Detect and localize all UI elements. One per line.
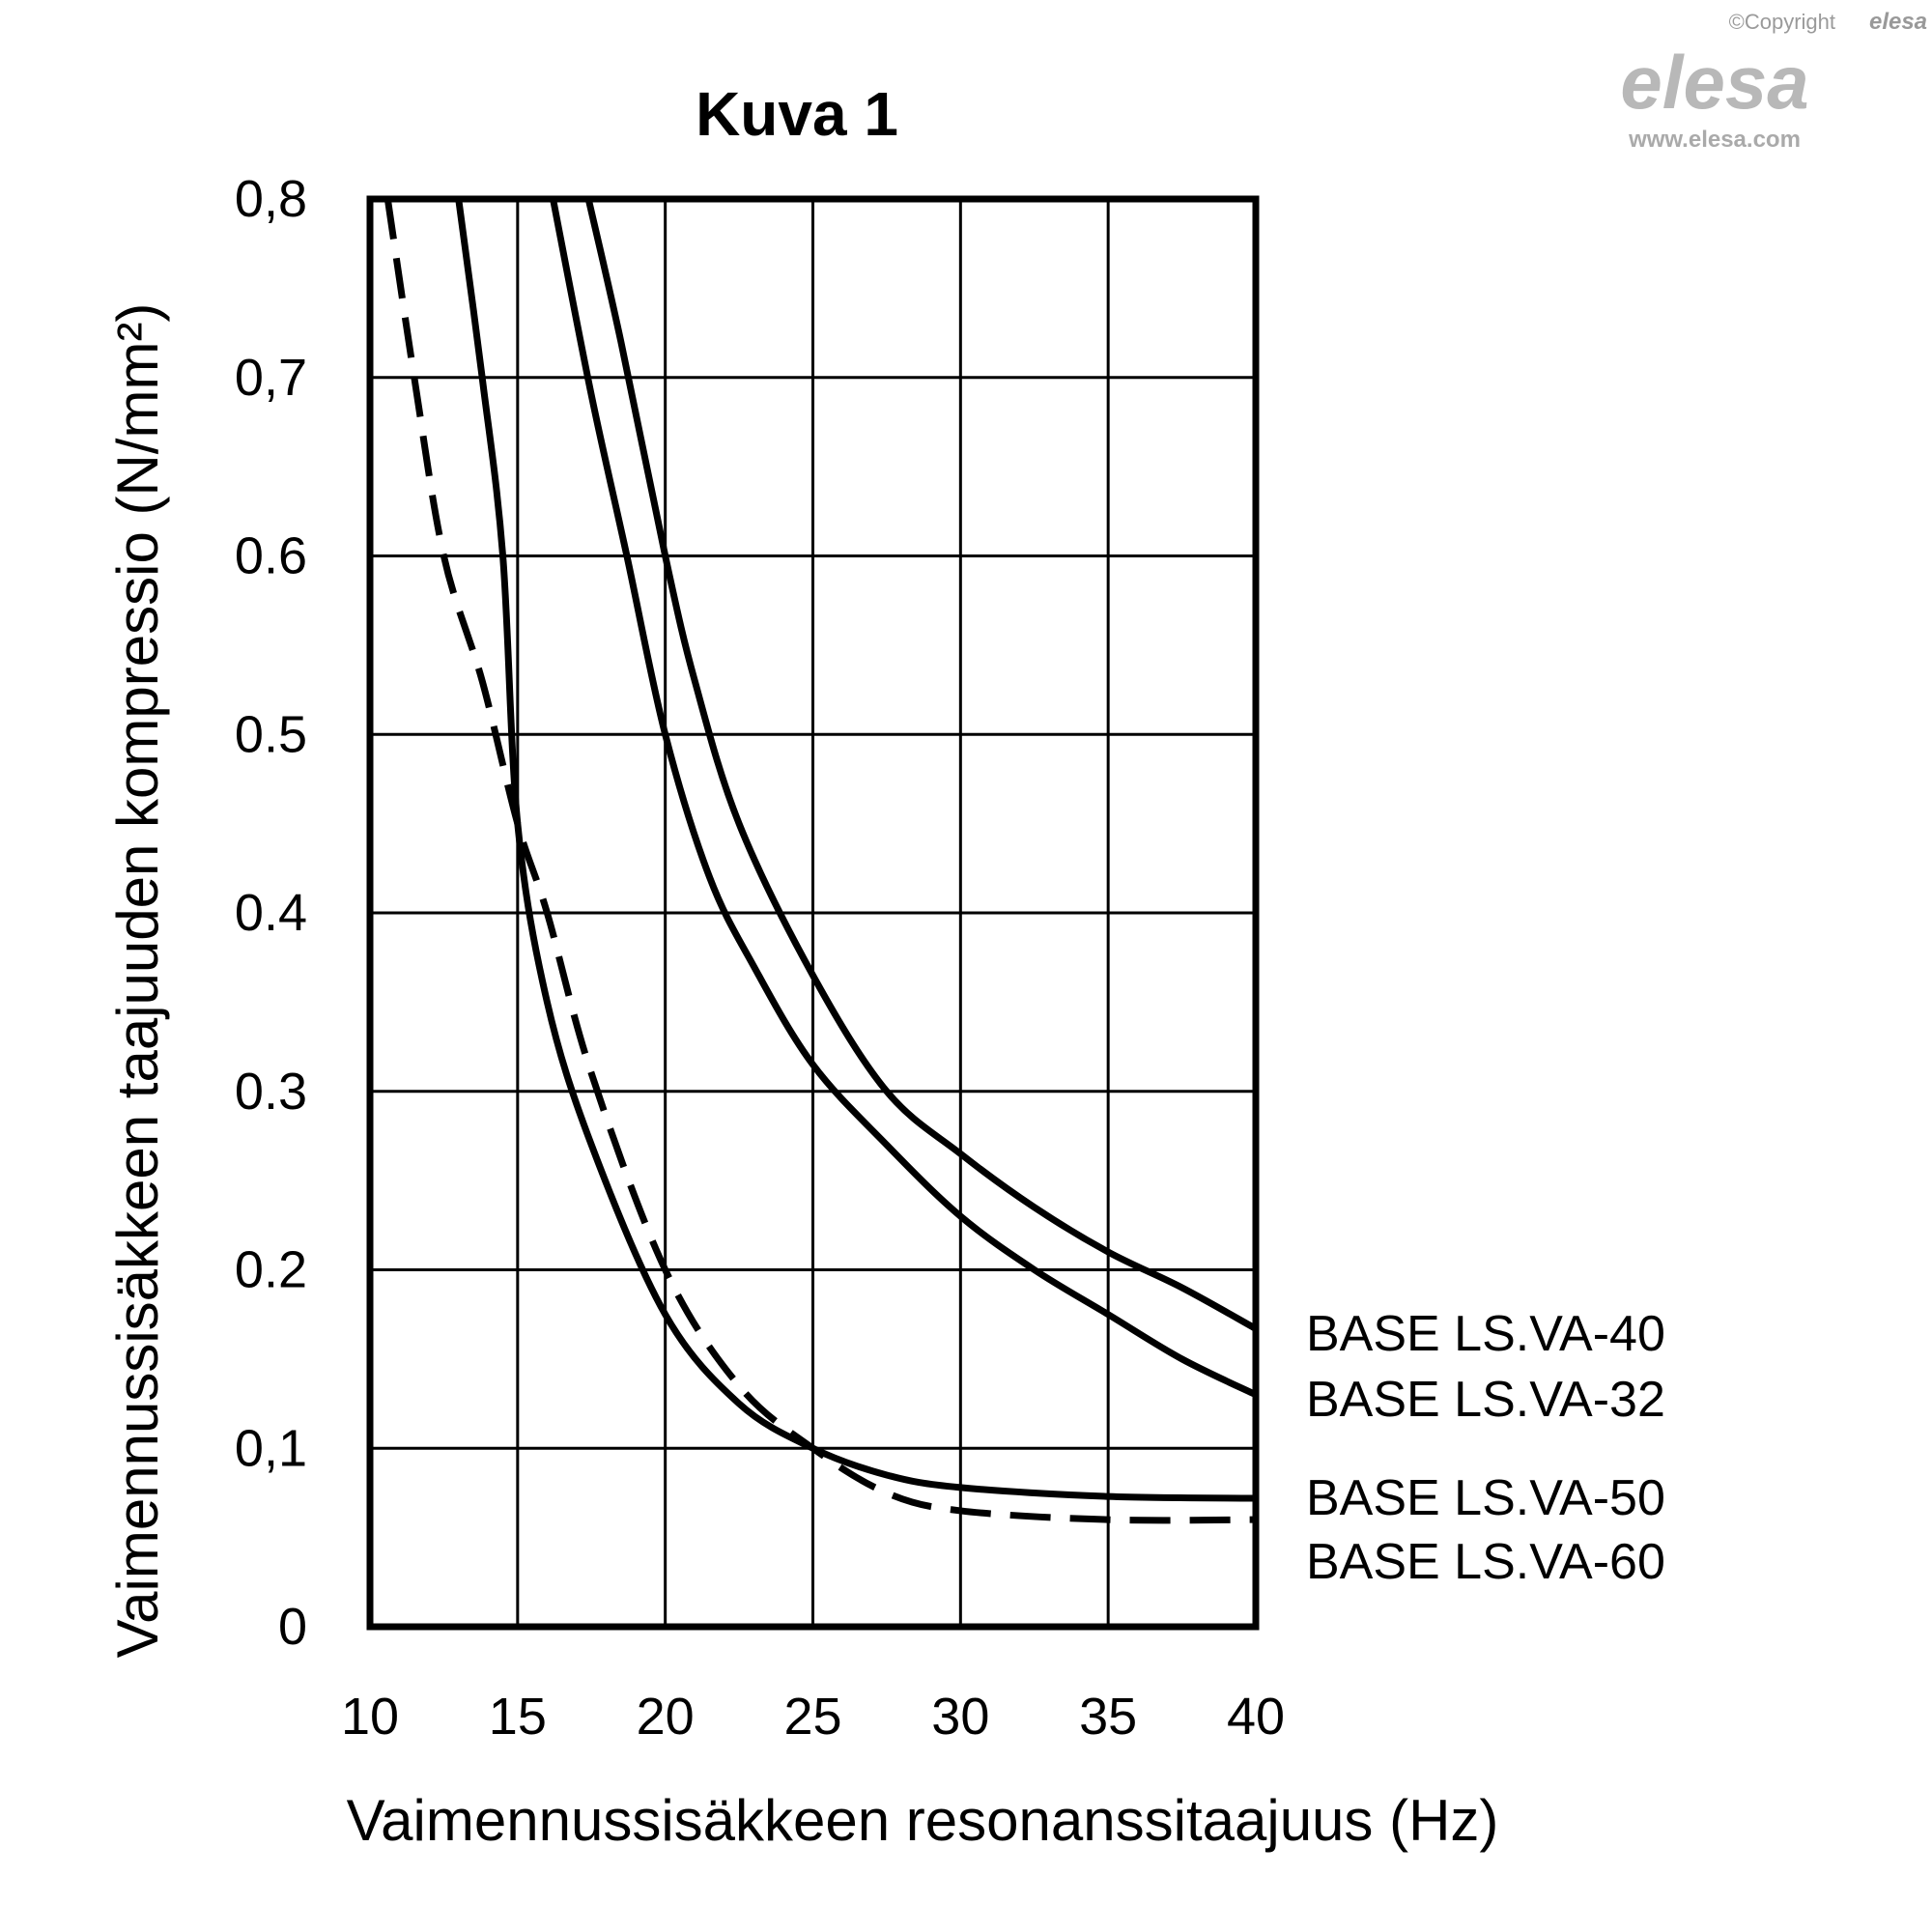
series-labels: BASE LS.VA-40 BASE LS.VA-32 BASE LS.VA-50 B… — [1306, 1306, 1665, 1590]
x-axis-label: Vaimennussisäkkeen resonanssitaajuus (Hz… — [347, 1788, 1499, 1853]
y-tick-label-5: 0.5 — [235, 705, 307, 763]
series-label-4: BASE LS.VA-60 — [1306, 1534, 1665, 1590]
y-tick-label-0: 0 — [278, 1598, 307, 1656]
series-label-1: BASE LS.VA-40 — [1306, 1306, 1665, 1362]
series-line-1 — [584, 198, 1258, 1332]
y-tick-label-1: 0,1 — [235, 1419, 307, 1477]
y-tick-label-7: 0,7 — [235, 349, 307, 407]
y-tick-label-2: 0.2 — [235, 1241, 307, 1299]
y-tick-label-4: 0.4 — [235, 884, 307, 942]
series-line-2 — [550, 198, 1258, 1398]
y-tick-label-3: 0.3 — [235, 1063, 307, 1121]
watermark-url: www.elesa.com — [1628, 127, 1801, 153]
series-label-2: BASE LS.VA-32 — [1306, 1372, 1665, 1428]
y-tick-label-8: 0,8 — [235, 170, 307, 228]
x-tick-label-4: 30 — [931, 1688, 989, 1746]
series-lines — [384, 198, 1258, 1524]
x-tick-labels: 10 15 20 25 30 35 40 — [341, 1688, 1285, 1746]
x-tick-label-3: 25 — [783, 1688, 841, 1746]
watermark-copyright: ©Copyright — [1729, 10, 1835, 34]
series-line-3 — [455, 198, 1257, 1502]
series-line-4 — [384, 198, 1257, 1524]
y-tick-labels: 0 0,1 0.2 0.3 0.4 0.5 0.6 0,7 0,8 — [235, 170, 307, 1656]
x-tick-label-2: 20 — [637, 1688, 695, 1746]
chart-title: Kuva 1 — [696, 79, 898, 149]
x-tick-label-0: 10 — [341, 1688, 399, 1746]
grid — [368, 197, 1258, 1629]
x-tick-label-5: 35 — [1079, 1688, 1137, 1746]
plot-border — [366, 195, 1260, 1631]
watermark: ©Copyright elesa elesa www.elesa.com — [1620, 9, 1927, 153]
y-tick-label-6: 0.6 — [235, 527, 307, 585]
x-tick-label-1: 15 — [489, 1688, 547, 1746]
watermark-brand-small: elesa — [1869, 9, 1927, 35]
watermark-brand-logo: elesa — [1620, 40, 1808, 125]
series-label-3: BASE LS.VA-50 — [1306, 1470, 1665, 1526]
x-tick-label-6: 40 — [1227, 1688, 1285, 1746]
y-axis-label: Vaimennussisäkkeen taajuuden kompressio … — [105, 303, 170, 1659]
plot-frame — [366, 195, 1260, 1631]
